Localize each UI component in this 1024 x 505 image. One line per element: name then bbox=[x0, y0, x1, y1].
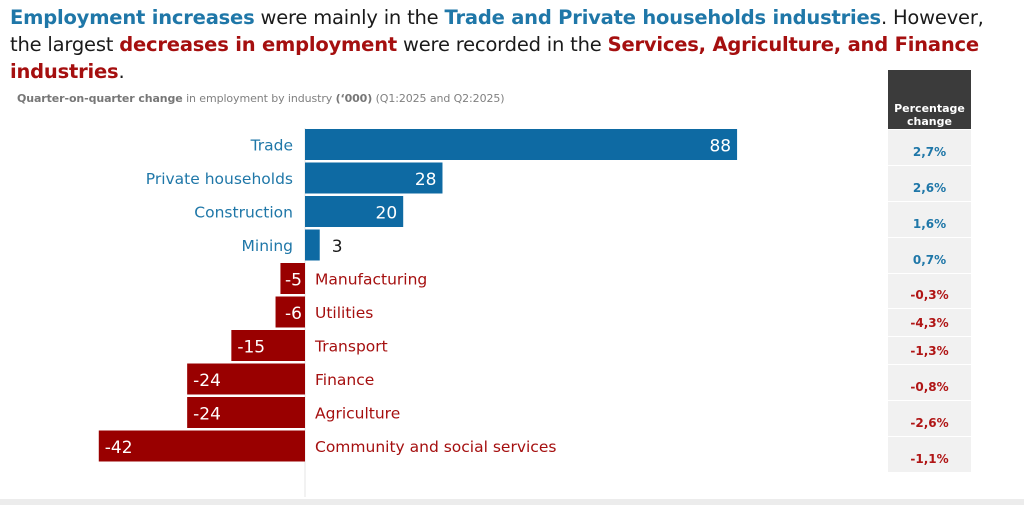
value-label: 88 bbox=[709, 137, 731, 157]
category-label: Mining bbox=[242, 237, 293, 255]
percentage-cell: -0,8% bbox=[888, 364, 971, 400]
headline-segment: were mainly in the bbox=[254, 6, 445, 29]
value-label: -5 bbox=[285, 271, 302, 291]
bar-chart: Trade 88 Private households 28 Construction 2… bbox=[98, 128, 738, 497]
percentage-cell: 1,6% bbox=[888, 201, 971, 237]
bar-transport bbox=[231, 330, 305, 361]
percentage-change-table: Percentage change 2,7% 2,6% 1,6% 0,7% -0,3% -… bbox=[888, 70, 971, 472]
subtitle-bold-1: Quarter-on-quarter change bbox=[17, 92, 183, 105]
bar-finance bbox=[187, 363, 305, 395]
percentage-header: Percentage change bbox=[888, 70, 971, 129]
subtitle-text-2: (Q1:2025 and Q2:2025) bbox=[372, 92, 505, 105]
bar-private-households bbox=[305, 162, 443, 194]
chart-subtitle: Quarter-on-quarter change in employment … bbox=[17, 92, 505, 105]
headline-segment: . However, the largest bbox=[10, 6, 984, 56]
percentage-cell: 2,6% bbox=[888, 165, 971, 201]
value-label: -42 bbox=[105, 438, 133, 458]
bars-group: Trade 88 Private households 28 Construction 2… bbox=[98, 129, 738, 462]
percentage-cell: -1,1% bbox=[888, 436, 971, 472]
percentage-cell: -1,3% bbox=[888, 336, 971, 364]
bar-agriculture bbox=[187, 397, 305, 428]
bar-trade bbox=[305, 129, 738, 160]
category-label: Finance bbox=[315, 371, 374, 389]
value-label: -24 bbox=[193, 371, 221, 391]
bar-utilities bbox=[275, 296, 305, 328]
value-label: -6 bbox=[285, 304, 302, 324]
category-label: Transport bbox=[314, 338, 388, 356]
bar-mining bbox=[305, 229, 320, 261]
headline-segment: Services, Agriculture, and Finance indus… bbox=[10, 33, 979, 83]
bar-manufacturing bbox=[280, 263, 305, 294]
category-label: Utilities bbox=[315, 304, 373, 322]
category-label: Community and social services bbox=[315, 438, 556, 456]
percentage-cell: -0,3% bbox=[888, 273, 971, 308]
headline-segment: Trade and Private households industries bbox=[444, 6, 881, 29]
headline-segment: decreases in employment bbox=[119, 33, 398, 56]
percentage-cell: -2,6% bbox=[888, 400, 971, 436]
subtitle-text-1: in employment by industry bbox=[182, 92, 336, 105]
value-label: 20 bbox=[376, 204, 398, 224]
headline-segment: . bbox=[118, 60, 125, 83]
subtitle-bold-2: (‘000) bbox=[335, 92, 373, 105]
bar-construction bbox=[305, 196, 404, 227]
headline-segment: Employment increases bbox=[10, 6, 255, 29]
category-label: Agriculture bbox=[315, 405, 400, 423]
category-label: Manufacturing bbox=[315, 271, 427, 289]
headline-segment: were recorded in the bbox=[397, 33, 608, 56]
footer-divider bbox=[0, 499, 1024, 505]
value-label: 3 bbox=[332, 237, 343, 257]
value-label: -15 bbox=[237, 338, 265, 358]
percentage-cell: -4,3% bbox=[888, 308, 971, 336]
headline: Employment increases were mainly in the … bbox=[10, 4, 1020, 85]
percentage-cell: 2,7% bbox=[888, 129, 971, 165]
category-label: Trade bbox=[250, 137, 293, 155]
percentage-cell: 0,7% bbox=[888, 237, 971, 273]
category-label: Private households bbox=[146, 170, 293, 188]
percentage-cells: 2,7% 2,6% 1,6% 0,7% -0,3% -4,3% -1,3% -0,8% -2,6… bbox=[888, 129, 971, 472]
value-label: -24 bbox=[193, 405, 221, 425]
value-label: 28 bbox=[415, 170, 437, 190]
bar-community-and-social-services bbox=[98, 430, 305, 462]
category-label: Construction bbox=[194, 204, 293, 222]
